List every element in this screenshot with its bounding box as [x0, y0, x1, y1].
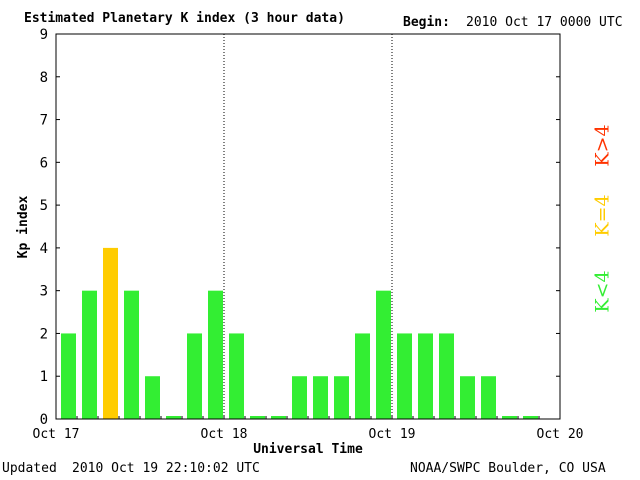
- kp-bar-22: [523, 416, 538, 419]
- y-tick-label-0: 0: [40, 412, 48, 428]
- x-tick-label-2: Oct 19: [369, 427, 416, 442]
- kp-bar-7: [208, 290, 223, 419]
- y-tick-label-2: 2: [40, 326, 48, 342]
- kp-bar-15: [376, 290, 391, 419]
- kp-bar-1: [82, 290, 97, 419]
- kp-bar-18: [439, 333, 454, 419]
- legend-below-4: K<4: [591, 270, 614, 313]
- kp-bar-21: [502, 416, 517, 419]
- x-tick-label-3: Oct 20: [537, 427, 584, 442]
- y-axis-label: Kp index: [16, 196, 31, 259]
- kp-bar-0: [61, 333, 76, 419]
- data-source: NOAA/SWPC Boulder, CO USA: [410, 461, 606, 476]
- kp-bar-19: [460, 376, 475, 419]
- y-tick-label-4: 4: [40, 241, 48, 257]
- kp-bar-9: [250, 416, 265, 419]
- chart-title: Estimated Planetary K index (3 hour data…: [24, 11, 345, 26]
- kp-bar-12: [313, 376, 328, 419]
- y-tick-label-3: 3: [40, 284, 48, 300]
- kp-bar-4: [145, 376, 160, 419]
- y-tick-label-5: 5: [40, 198, 48, 214]
- kp-bar-10: [271, 416, 286, 419]
- kp-bar-14: [355, 333, 370, 419]
- kp-bar-11: [292, 376, 307, 419]
- updated-value: 2010 Oct 19 22:10:02 UTC: [72, 461, 260, 476]
- x-axis-label: Universal Time: [253, 442, 363, 457]
- kp-bar-8: [229, 333, 244, 419]
- kp-bar-20: [481, 376, 496, 419]
- legend-above-4: K>4: [591, 124, 614, 167]
- kp-bar-2: [103, 247, 118, 419]
- legend-equal-4: K=4: [591, 194, 614, 237]
- kp-bar-13: [334, 376, 349, 419]
- y-tick-label-6: 6: [40, 155, 48, 171]
- updated-label: Updated: [2, 461, 57, 476]
- kp-bar-16: [397, 333, 412, 419]
- y-tick-label-7: 7: [40, 113, 48, 129]
- kp-bar-6: [187, 333, 202, 419]
- kp-bar-3: [124, 290, 139, 419]
- y-tick-label-1: 1: [40, 369, 48, 385]
- x-tick-label-1: Oct 18: [201, 427, 248, 442]
- y-tick-label-9: 9: [40, 27, 48, 43]
- begin-label: Begin:: [403, 15, 450, 30]
- kp-bar-5: [166, 416, 181, 419]
- x-tick-label-0: Oct 17: [33, 427, 80, 442]
- begin-value: 2010 Oct 17 0000 UTC: [466, 15, 623, 30]
- kp-bar-17: [418, 333, 433, 419]
- y-tick-label-8: 8: [40, 70, 48, 86]
